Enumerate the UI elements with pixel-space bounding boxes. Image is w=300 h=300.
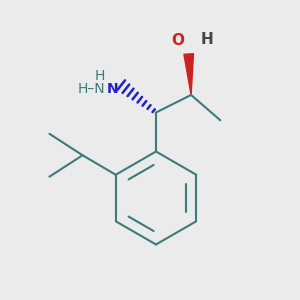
Text: H: H: [95, 69, 106, 83]
Text: O: O: [172, 33, 185, 48]
Polygon shape: [184, 54, 194, 95]
Text: H: H: [200, 32, 213, 46]
Text: H–N: H–N: [78, 82, 106, 96]
Text: N: N: [107, 82, 118, 96]
